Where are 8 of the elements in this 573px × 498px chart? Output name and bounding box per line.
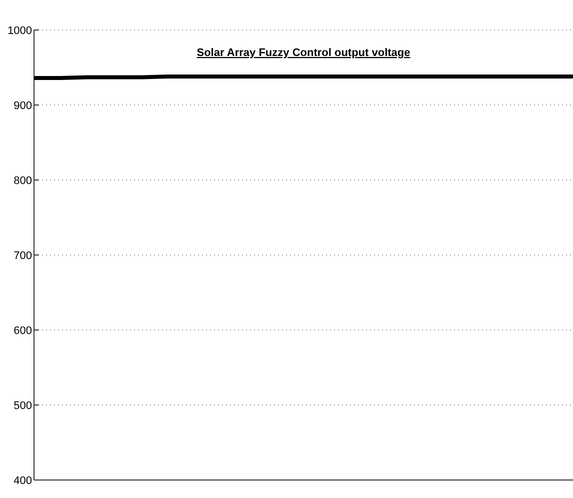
y-tick-label: 900 (14, 100, 32, 112)
y-tick-label: 800 (14, 175, 32, 187)
y-tick-label: 600 (14, 325, 32, 337)
y-tick-label: 500 (14, 400, 32, 412)
y-tick-label: 1000 (8, 25, 32, 37)
text: Solar Array Fuzzy Control output voltage (196, 47, 410, 59)
y-tick-label: 400 (14, 475, 32, 487)
y-tick-label: 700 (14, 250, 32, 262)
